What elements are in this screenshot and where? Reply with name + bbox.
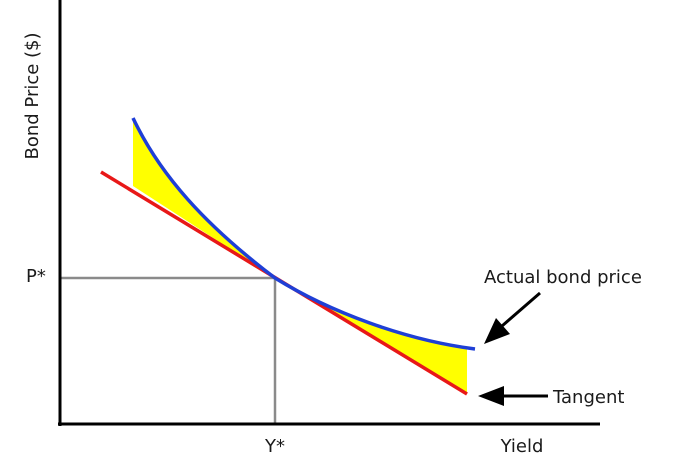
x-axis-title: Yield bbox=[500, 436, 544, 456]
actual-price-arrowhead bbox=[484, 318, 510, 344]
actual-price-curve bbox=[131, 117, 476, 351]
y-star-label: Y* bbox=[264, 436, 285, 456]
actual-price-arrow-shaft bbox=[501, 291, 541, 328]
tangent-label: Tangent bbox=[552, 387, 624, 408]
convexity-area-left bbox=[133, 118, 275, 278]
y-axis-title: Bond Price ($) bbox=[22, 32, 43, 159]
tangent-arrowhead bbox=[478, 386, 504, 406]
actual-price-label: Actual bond price bbox=[484, 267, 642, 288]
p-star-label: P* bbox=[26, 266, 46, 287]
